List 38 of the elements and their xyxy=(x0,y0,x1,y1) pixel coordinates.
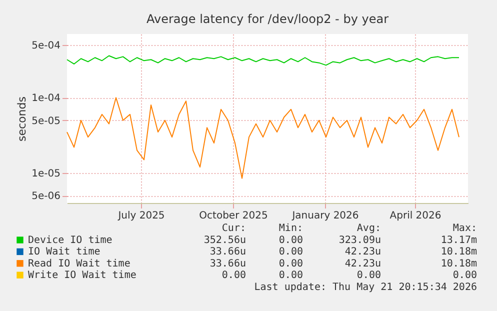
text: 10.18m xyxy=(440,246,477,258)
text: Avg: xyxy=(356,223,381,234)
text: 323.09u xyxy=(338,235,381,246)
text: 0.00 xyxy=(356,270,381,282)
text: Last update: Thu May 21 20:15:34 2026 xyxy=(254,282,477,293)
text: 0.00 xyxy=(278,235,303,246)
text: Min: xyxy=(278,223,303,234)
chart-title: Average latency for /dev/loop2 - by year xyxy=(146,12,389,26)
text: 0.00 xyxy=(278,246,303,258)
text: Max: xyxy=(452,223,477,234)
text: 0.00 xyxy=(222,270,246,282)
x-tick-label: July 2025 xyxy=(117,210,165,222)
text: 42.23u xyxy=(344,246,381,258)
text: 33.66u xyxy=(210,258,246,270)
text: 0.00 xyxy=(278,258,303,270)
y-tick-label: 5e-06 xyxy=(32,191,60,202)
y-tick-label: 5e-04 xyxy=(32,40,60,52)
y-tick-label: 1e-05 xyxy=(32,168,60,180)
text: 0.00 xyxy=(452,270,477,282)
text: 42.23u xyxy=(344,258,381,270)
line-series xyxy=(66,55,460,66)
text: 352.56u xyxy=(204,235,246,246)
text: 33.66u xyxy=(210,246,246,258)
legend-label: Read IO Wait time xyxy=(28,258,130,270)
text: 10.18m xyxy=(440,258,477,270)
text: Cur: xyxy=(222,223,246,234)
y-tick-label: 5e-05 xyxy=(32,116,60,127)
legend-label: Device IO time xyxy=(28,235,112,246)
line-series xyxy=(66,97,460,179)
text: 0.00 xyxy=(278,270,303,282)
x-tick-label: January 2026 xyxy=(291,210,359,222)
legend-label: Write IO Wait time xyxy=(28,270,136,282)
legend-label: IO Wait time xyxy=(28,246,100,258)
y-axis-title: seconds xyxy=(16,96,29,142)
x-tick-label: April 2026 xyxy=(390,210,442,222)
text: 13.17m xyxy=(440,235,477,246)
y-tick-label: 1e-04 xyxy=(32,93,60,104)
x-tick-label: October 2025 xyxy=(199,210,268,222)
